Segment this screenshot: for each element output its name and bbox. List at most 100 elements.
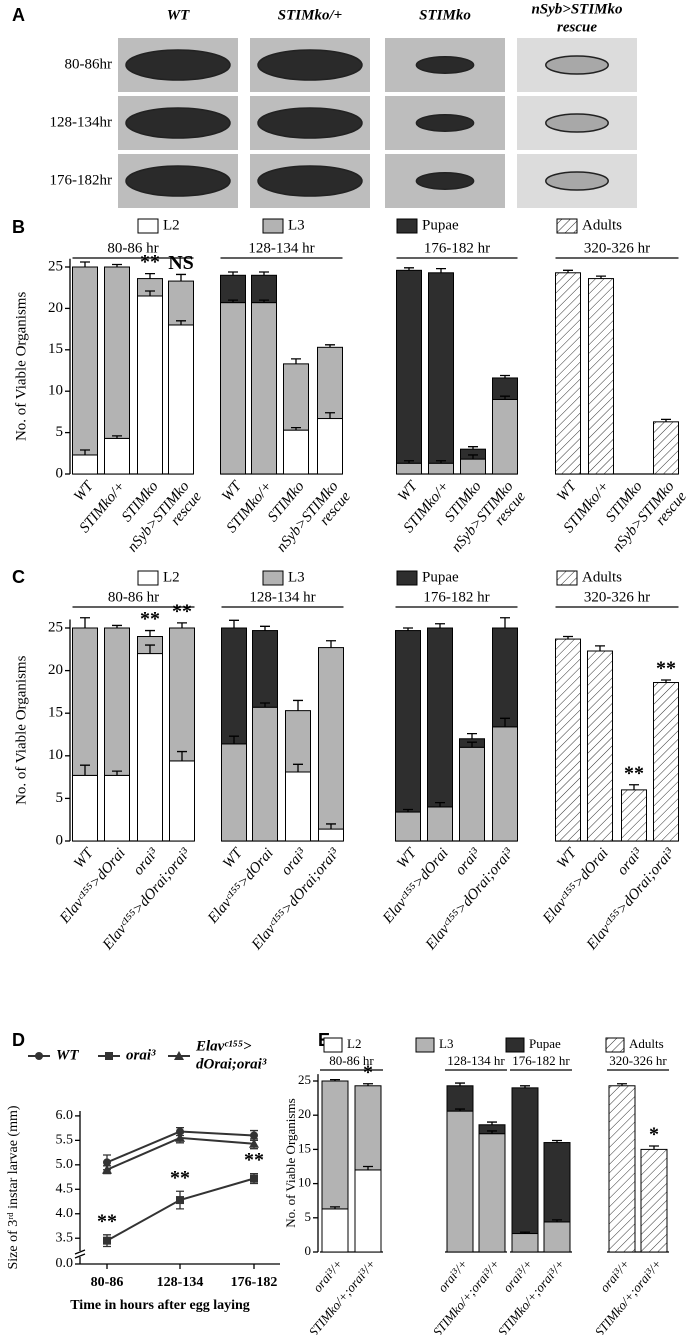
- bar-segment: [72, 266, 98, 456]
- error-bar: [260, 702, 270, 708]
- bar-segment: [137, 295, 163, 475]
- marker: [250, 1174, 258, 1183]
- bar-segment: [72, 454, 98, 475]
- group-label: 176-182 hr: [512, 1053, 570, 1068]
- y-axis: [74, 1111, 86, 1264]
- group-label: 176-182 hr: [424, 240, 490, 256]
- y-axis-label: No. of Viable Organisms: [13, 292, 29, 442]
- bar-segment: [252, 706, 278, 842]
- bar-segment: [104, 266, 130, 439]
- error-bar: [80, 764, 90, 776]
- group-label: 80-86 hr: [107, 240, 158, 256]
- legend-label: L3: [288, 217, 305, 233]
- legend-label: Pupae: [422, 569, 459, 585]
- bar-segment: [653, 682, 679, 842]
- error-bar: [552, 1139, 562, 1143]
- bar-segment: [446, 1110, 474, 1253]
- marker: [250, 1131, 258, 1140]
- x-tick-label: orai³: [452, 845, 484, 878]
- y-tick-label: 4.5: [56, 1182, 74, 1197]
- larva: [125, 107, 231, 139]
- error-bar: [177, 622, 187, 628]
- error-bar: [176, 320, 186, 325]
- error-bar: [629, 784, 639, 790]
- y-tick-label: 0: [56, 832, 64, 848]
- error-bar: [112, 770, 122, 776]
- group-label: 128-134 hr: [447, 1053, 505, 1068]
- column-header: STIMko: [419, 7, 471, 23]
- bar-segment: [354, 1169, 382, 1253]
- legend-label: L3: [439, 1036, 453, 1051]
- bar-segment: [608, 1085, 636, 1253]
- legend-swatch: [262, 570, 284, 586]
- error-bar: [500, 617, 510, 628]
- bar-segment: [72, 774, 98, 842]
- x-tick-label: WT: [220, 844, 247, 872]
- bar-segment: [427, 627, 453, 808]
- y-tick-label: 10: [298, 1175, 311, 1190]
- legend-swatch: [262, 218, 284, 234]
- legend-label: Adults: [582, 569, 622, 585]
- error-bar: [363, 1083, 373, 1086]
- error-bar: [500, 717, 510, 727]
- bar-segment: [543, 1221, 571, 1253]
- error-bar: [563, 635, 573, 640]
- bar-segment: [511, 1233, 539, 1253]
- bar-segment: [285, 771, 311, 842]
- x-axis-label: Time in hours after egg laying: [70, 1298, 250, 1313]
- bar-segment: [460, 458, 486, 475]
- panel-label: D: [12, 1030, 25, 1050]
- group-label: 176-182 hr: [423, 589, 489, 605]
- error-bar: [596, 275, 606, 279]
- error-bar: [326, 823, 336, 830]
- bar-segment: [169, 627, 195, 762]
- error-bar: [291, 426, 301, 431]
- error-bar: [455, 1108, 465, 1112]
- error-bar: [145, 290, 155, 296]
- bar-segment: [478, 1133, 506, 1253]
- marker: [35, 1052, 43, 1060]
- legend-swatch: [415, 1037, 435, 1053]
- panel-label: B: [12, 217, 25, 237]
- error-bar: [145, 644, 155, 654]
- bar-segment: [318, 828, 344, 842]
- legend-swatch: [137, 218, 159, 234]
- error-bar: [467, 741, 477, 748]
- error-bar: [145, 272, 155, 279]
- error-bar: [363, 1165, 373, 1170]
- error-bar: [260, 625, 270, 631]
- y-tick-label: 6.0: [56, 1108, 74, 1123]
- bar-segment: [104, 774, 130, 842]
- significance: **: [140, 251, 160, 273]
- row-label: 128-134hr: [50, 114, 113, 130]
- bar-segment: [221, 627, 247, 745]
- significance: *: [649, 1124, 659, 1146]
- error-bar: [330, 1078, 340, 1081]
- bar-segment: [251, 302, 277, 475]
- bar-segment: [318, 647, 344, 830]
- bar-segment: [283, 363, 309, 431]
- x-tick-label: WT: [395, 477, 422, 505]
- error-bar: [145, 629, 155, 637]
- error-bar: [552, 1219, 562, 1222]
- marker: [102, 1164, 112, 1174]
- legend-label: L2: [163, 569, 180, 585]
- legend-label: Elavᶜ¹⁵⁵>: [195, 1038, 252, 1054]
- legend-swatch: [605, 1037, 625, 1053]
- error-bar: [293, 699, 303, 711]
- legend-label: L2: [163, 217, 180, 233]
- error-bar: [595, 645, 605, 652]
- error-bar: [112, 624, 122, 628]
- x-tick-label: 80-86: [91, 1275, 124, 1290]
- row-label: 80-86hr: [65, 56, 113, 72]
- error-bar: [661, 418, 671, 422]
- bar-segment: [492, 398, 518, 475]
- y-axis-label: Size of 3ʳᵈ instar larvae (mm): [6, 1105, 21, 1269]
- y-tick-label: 20: [48, 662, 63, 678]
- legend-label: L2: [347, 1036, 361, 1051]
- column-header: WT: [167, 7, 190, 23]
- bar-segment: [220, 274, 246, 304]
- significance: **: [656, 658, 676, 680]
